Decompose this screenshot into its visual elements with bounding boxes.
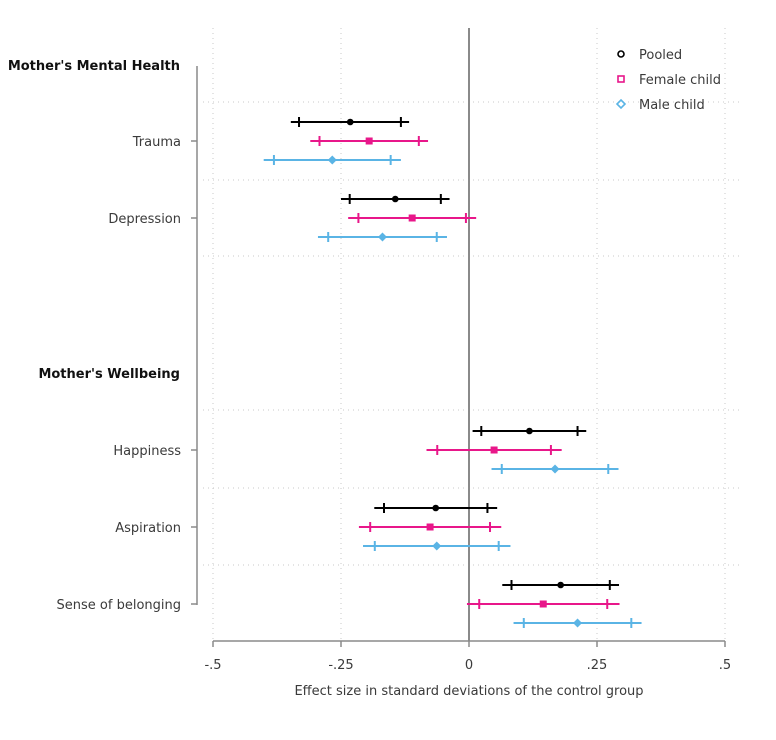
- group-label: Mother's Wellbeing: [38, 367, 180, 382]
- row-labels: Mother's Mental Health Trauma Depression Mo…: [8, 59, 197, 613]
- estimate-circle: [341, 194, 450, 204]
- row-label: Depression: [108, 212, 181, 227]
- estimate-diamond: [317, 232, 447, 242]
- legend-item: Pooled: [617, 48, 682, 63]
- x-tick-label: 0: [465, 658, 473, 673]
- legend-label: Pooled: [639, 48, 682, 63]
- estimate-circle: [472, 426, 587, 436]
- point-estimate: [490, 446, 498, 454]
- x-tick-label: -.25: [328, 658, 353, 673]
- legend-label: Male child: [639, 98, 705, 113]
- estimate-square: [310, 136, 429, 146]
- point-estimate: [432, 504, 440, 512]
- point-estimate: [426, 523, 434, 531]
- estimate-diamond: [363, 541, 511, 551]
- estimate-square: [426, 445, 562, 455]
- point-estimate: [550, 464, 560, 474]
- legend-label: Female child: [639, 73, 721, 88]
- legend: Pooled Female child Male child: [615, 48, 721, 113]
- point-estimate: [573, 618, 583, 628]
- point-estimate: [346, 118, 354, 126]
- point-estimate: [327, 155, 337, 165]
- point-estimate: [365, 137, 373, 145]
- grid: [203, 28, 743, 641]
- legend-item: Female child: [617, 73, 721, 88]
- estimate-circle: [374, 503, 498, 513]
- legend-item: Male child: [615, 98, 705, 113]
- estimate-circle: [290, 117, 410, 127]
- estimate-diamond: [513, 618, 642, 628]
- legend-marker-square: [617, 75, 625, 83]
- estimate-diamond: [263, 155, 401, 165]
- row-label: Happiness: [113, 444, 181, 459]
- legend-marker-circle: [617, 50, 625, 58]
- estimate-diamond: [491, 464, 619, 474]
- x-tick-label: -.5: [204, 658, 221, 673]
- estimates: [263, 117, 642, 628]
- legend-marker-diamond: [615, 98, 627, 110]
- point-estimate: [391, 195, 399, 203]
- x-axis-title: Effect size in standard deviations of th…: [294, 684, 643, 699]
- row-label: Aspiration: [115, 521, 181, 536]
- point-estimate: [377, 232, 387, 242]
- estimate-circle: [502, 580, 620, 590]
- point-estimate: [557, 581, 564, 589]
- point-estimate: [408, 214, 416, 222]
- row-label: Trauma: [132, 135, 181, 150]
- group-label: Mother's Mental Health: [8, 59, 180, 74]
- estimate-square: [348, 213, 477, 223]
- x-tick-label: .25: [587, 658, 608, 673]
- point-estimate: [526, 427, 533, 435]
- estimate-square: [358, 522, 502, 532]
- row-label: Sense of belonging: [57, 598, 181, 613]
- x-tick-label: .5: [719, 658, 731, 673]
- point-estimate: [432, 541, 442, 551]
- point-estimate: [539, 600, 547, 608]
- axes: -.5 -.25 0 .25 .5: [196, 28, 731, 673]
- estimate-square: [466, 599, 620, 609]
